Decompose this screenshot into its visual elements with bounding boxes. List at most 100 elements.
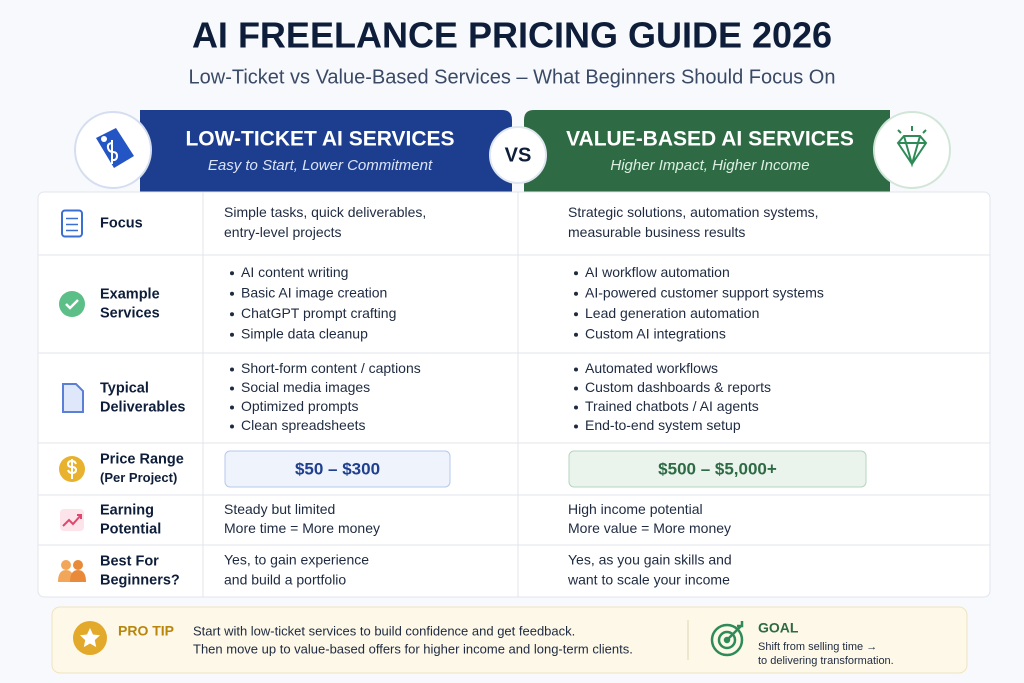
bullet: [574, 271, 578, 276]
price-tag-icon: [96, 128, 134, 168]
cell-text: Strategic solutions, automation systems,: [568, 204, 819, 220]
bullet-text: Optimized prompts: [241, 398, 358, 414]
row-label: Services: [100, 305, 160, 321]
trend-icon: [60, 509, 84, 531]
bullet-text: Social media images: [241, 379, 370, 395]
dollar-sign: [66, 459, 78, 479]
table-row: Earning Potential Steady but limited More t…: [38, 494, 990, 537]
table-row: Example Services AI content writing Basic A…: [38, 254, 990, 341]
bullet-text: Custom AI integrations: [585, 325, 726, 341]
price-box: [568, 450, 867, 488]
cell-text: Yes, as you gain skills and: [568, 552, 732, 568]
bullet-text: Lead generation automation: [585, 305, 759, 321]
vs-label: VS: [505, 144, 532, 166]
goal-line: to delivering transformation.: [758, 655, 894, 667]
check-icon: [59, 291, 85, 317]
goal-label: GOAL: [758, 620, 799, 636]
bullet-text: Basic AI image creation: [241, 284, 387, 300]
cell-text: and build a portfolio: [224, 572, 346, 588]
cell-text: entry-level projects: [224, 224, 342, 240]
tip-box: [51, 606, 968, 674]
row-label: Focus: [100, 215, 143, 231]
bullet: [574, 424, 578, 429]
bullet-text: Clean spreadsheets: [241, 417, 366, 433]
cell-text: measurable business results: [568, 224, 745, 240]
bullet: [230, 332, 234, 337]
left-banner: [140, 110, 512, 192]
left-subtitle: Easy to Start, Lower Commitment: [208, 157, 433, 174]
cell-text: Steady but limited: [224, 501, 335, 517]
cell-text: High income potential: [568, 501, 703, 517]
bullet: [574, 405, 578, 410]
row-label: Typical: [100, 380, 149, 396]
left-title: LOW-TICKET AI SERVICES: [185, 128, 454, 151]
bullet: [230, 367, 234, 372]
bullet: [574, 332, 578, 337]
table-row: Focus Simple tasks, quick deliverables, en…: [61, 204, 819, 240]
person-body: [58, 570, 74, 582]
bullet-text: Custom dashboards & reports: [585, 379, 771, 395]
table-frame: [37, 191, 991, 598]
bullet-text: ChatGPT prompt crafting: [241, 305, 396, 321]
row-label: Beginners?: [100, 572, 180, 588]
vs-circle: [489, 126, 547, 184]
row-label: Example: [100, 286, 160, 302]
bullet: [230, 386, 234, 391]
tip-line: Start with low-ticket services to build …: [193, 623, 575, 638]
row-label: Earning: [100, 502, 154, 518]
price-range: $500 – $5,000+: [658, 459, 777, 478]
person-head: [73, 560, 83, 570]
right-banner: [524, 110, 890, 192]
tip-line: Then move up to value-based offers for h…: [193, 641, 633, 656]
check-mark: [65, 299, 79, 310]
bullet-text: Simple data cleanup: [241, 325, 368, 341]
cell-text: More value = More money: [568, 520, 731, 536]
bullet-text: AI content writing: [241, 264, 348, 280]
row-label: Price Range: [100, 451, 184, 467]
bullet-text: AI workflow automation: [585, 264, 730, 280]
bullet: [230, 271, 234, 276]
tip-label: PRO TIP: [118, 623, 174, 639]
bullet: [574, 386, 578, 391]
bullet-text: AI-powered customer support systems: [585, 284, 824, 300]
right-subtitle: Higher Impact, Higher Income: [610, 157, 809, 174]
diamond-icon: [896, 126, 928, 168]
cell-text: Yes, to gain experience: [224, 552, 369, 568]
row-label: Potential: [100, 521, 161, 537]
subtitle: Low-Ticket vs Value-Based Services – Wha…: [189, 66, 836, 88]
right-icon-ring: [873, 111, 951, 189]
bullet: [230, 424, 234, 429]
bullet: [574, 367, 578, 372]
star: [80, 628, 100, 648]
trend-line: [62, 514, 82, 527]
clipboard-icon: [61, 209, 83, 238]
price-range: $50 – $300: [295, 459, 380, 478]
row-label: (Per Project): [100, 470, 177, 485]
right-title: VALUE-BASED AI SERVICES: [566, 128, 854, 151]
table-row: Typical Deliverables Short-form content / …: [38, 352, 990, 433]
bullet: [574, 312, 578, 317]
goal-line: Shift from selling time →: [758, 641, 877, 653]
bullet-text: Trained chatbots / AI agents: [585, 398, 759, 414]
title: AI FREELANCE PRICING GUIDE 2026: [192, 15, 832, 56]
person-body: [70, 570, 86, 582]
cell-text: More time = More money: [224, 520, 380, 536]
bullet: [230, 312, 234, 317]
row-label: Best For: [100, 553, 159, 569]
table-rows: Focus Simple tasks, quick deliverables, en…: [38, 204, 990, 588]
bullet: [574, 291, 578, 296]
target-icon: [710, 621, 744, 657]
table-row: Price Range (Per Project) $50 – $300 $500 –…: [38, 442, 990, 488]
table-row: Best For Beginners? Yes, to gain experienc…: [38, 544, 990, 588]
bullet: [230, 291, 234, 296]
document-icon: [62, 383, 84, 413]
price-box: [224, 450, 451, 488]
bullet-text: Short-form content / captions: [241, 360, 421, 376]
person-head: [61, 560, 71, 570]
row-label: Deliverables: [100, 399, 185, 415]
cell-text: want to scale your income: [567, 572, 730, 588]
bullet-text: Automated workflows: [585, 360, 718, 376]
bullet-text: End-to-end system setup: [585, 417, 741, 433]
